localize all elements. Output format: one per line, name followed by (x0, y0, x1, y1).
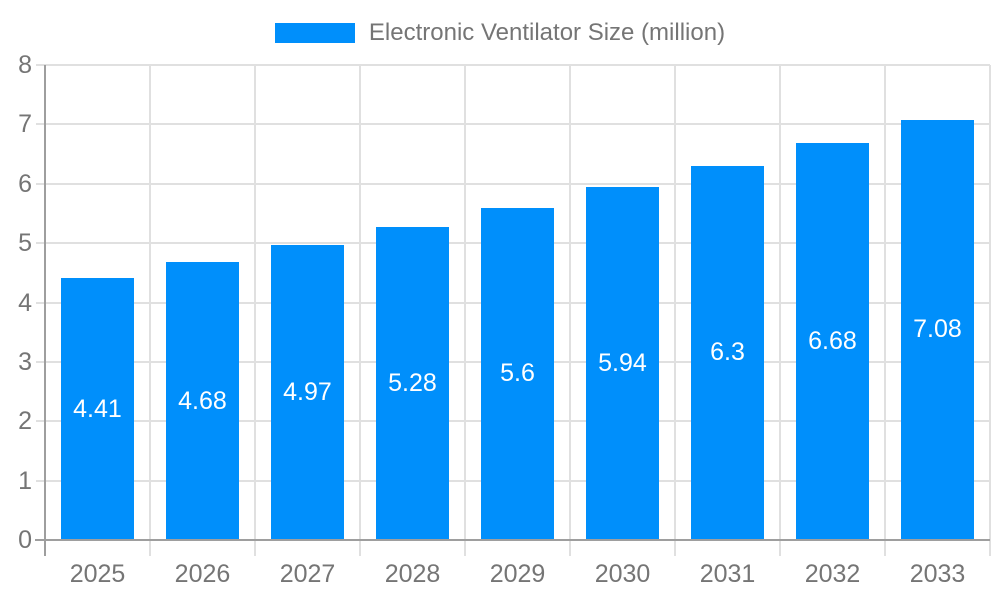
legend[interactable]: Electronic Ventilator Size (million) (0, 18, 1000, 47)
gridline-vertical (673, 65, 676, 556)
y-axis-label: 3 (18, 347, 32, 376)
y-axis-label: 2 (18, 407, 32, 436)
gridline-vertical (463, 65, 466, 556)
bar-value-label: 4.97 (283, 377, 332, 406)
x-axis-label: 2030 (594, 560, 651, 588)
x-axis-label: 2032 (804, 560, 861, 588)
gridline-vertical (253, 65, 256, 556)
bar-2028[interactable]: 5.28 (375, 226, 450, 540)
x-axis-label: 2027 (279, 560, 336, 588)
bar-2032[interactable]: 6.68 (795, 143, 870, 540)
bar-value-label: 5.6 (500, 359, 535, 388)
gridline-vertical (148, 65, 151, 556)
x-axis-label: 2026 (174, 560, 231, 588)
bar-value-label: 5.28 (388, 368, 437, 397)
y-axis-label: 0 (18, 526, 32, 554)
bar-value-label: 4.41 (73, 394, 122, 423)
x-axis-label: 2033 (909, 560, 966, 588)
y-axis-label: 1 (18, 466, 32, 495)
gridline-vertical (989, 65, 991, 556)
gridline-horizontal (36, 123, 990, 126)
bar-value-label: 6.3 (710, 338, 745, 367)
y-axis-line (44, 65, 46, 556)
gridline-horizontal (36, 64, 990, 66)
bar-2025[interactable]: 4.41 (60, 278, 135, 540)
bar-2027[interactable]: 4.97 (270, 244, 345, 540)
y-axis-label: 4 (18, 288, 32, 317)
plot-area: 0 1 2 3 4 5 6 7 8 2025 4.41 2026 4.68 2027 4.97 2028 5.2… (18, 51, 991, 588)
bar-2030[interactable]: 5.94 (585, 187, 660, 540)
bar-2033[interactable]: 7.08 (900, 119, 975, 540)
x-axis-label: 2025 (69, 560, 126, 588)
gridline-vertical (569, 65, 571, 556)
legend-marker (274, 22, 355, 43)
gridline-vertical (358, 65, 361, 556)
gridline-vertical (779, 65, 781, 556)
bar-value-label: 7.08 (913, 315, 962, 344)
x-axis-line (35, 539, 990, 541)
bar-2026[interactable]: 4.68 (165, 262, 240, 540)
legend-label: Electronic Ventilator Size (million) (368, 19, 726, 46)
y-axis-label: 6 (18, 169, 32, 198)
x-axis-label: 2031 (699, 560, 756, 588)
gridline-vertical (883, 65, 886, 556)
y-axis-label: 5 (18, 229, 32, 258)
bar-2029[interactable]: 5.6 (480, 207, 555, 540)
bar-2031[interactable]: 6.3 (690, 165, 765, 540)
y-axis-label: 7 (18, 110, 32, 139)
y-axis-label: 8 (18, 51, 32, 79)
bar-value-label: 6.68 (808, 327, 857, 356)
x-axis-label: 2028 (384, 560, 441, 588)
bar-value-label: 4.68 (178, 386, 227, 415)
bar-value-label: 5.94 (598, 349, 647, 378)
x-axis-label: 2029 (489, 560, 546, 588)
gridline-horizontal (36, 182, 990, 185)
